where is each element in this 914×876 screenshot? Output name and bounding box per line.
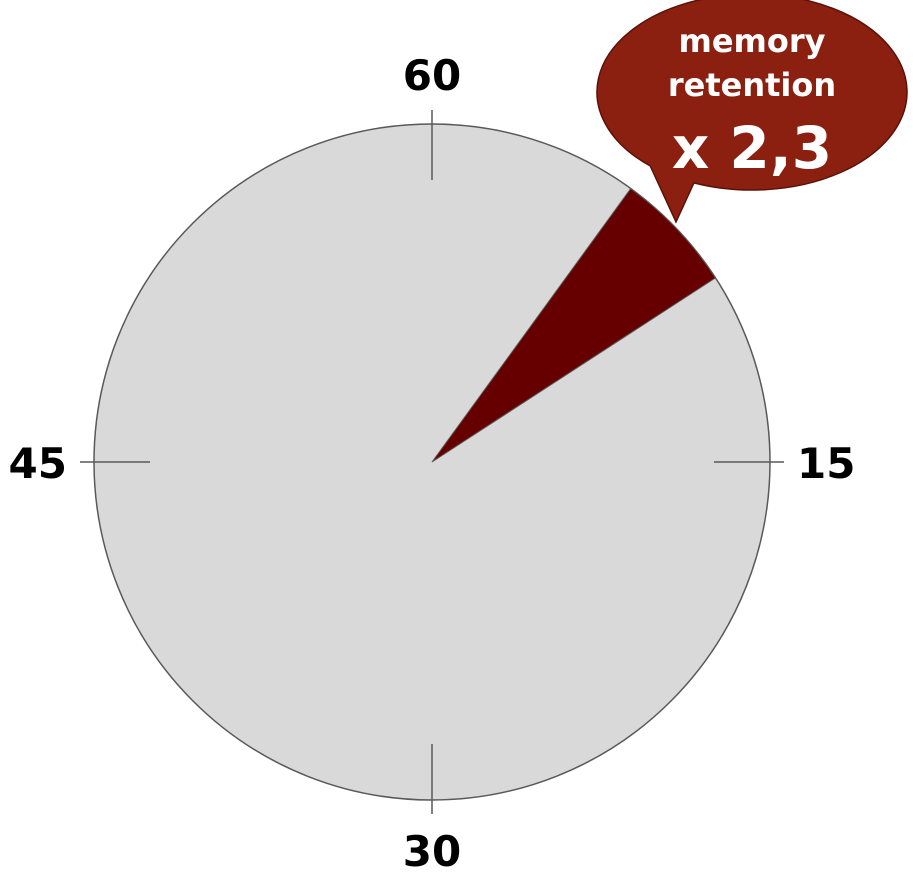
tick-labels: 60 15 30 45 xyxy=(9,51,856,876)
tick-marks xyxy=(80,110,784,814)
tick-label-60: 60 xyxy=(403,51,461,100)
tick-label-45: 45 xyxy=(9,439,67,488)
callout-line-2: retention xyxy=(668,66,836,104)
callout-line-3: x 2,3 xyxy=(672,114,832,182)
callout-shape xyxy=(596,0,908,224)
callout-bubble: memory retention x 2,3 xyxy=(596,0,908,224)
tick-label-30: 30 xyxy=(403,827,461,876)
highlight-wedge xyxy=(431,187,717,463)
callout-line-1: memory xyxy=(678,22,825,60)
tick-label-15: 15 xyxy=(797,439,855,488)
